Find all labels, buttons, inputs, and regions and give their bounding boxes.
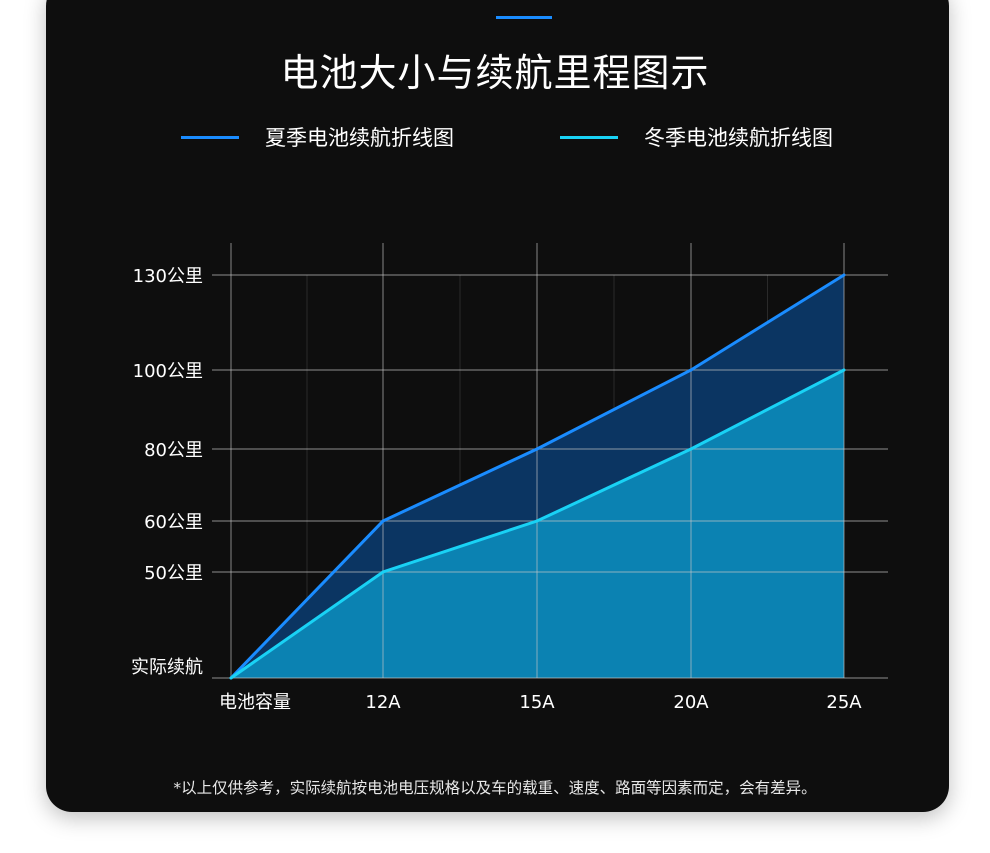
summer-point [842,273,846,277]
x-tick-label: 12A [365,692,401,713]
y-tick-label: 80公里 [144,440,203,461]
summer-point [689,368,693,372]
summer-point [381,519,385,523]
x-tick-label: 电池容量 [219,692,291,713]
accent-bar [496,16,552,19]
x-tick-label: 20A [673,692,709,713]
winter-point [689,447,693,451]
winter-point [842,368,846,372]
winter-point [381,570,385,574]
winter-point [229,676,233,680]
x-tick-label: 25A [826,692,862,713]
y-tick-label: 100公里 [133,361,203,382]
y-tick-label: 实际续航 [131,657,203,678]
y-tick-label: 50公里 [144,563,203,584]
footnote: *以上仅供参考，实际续航按电池电压规格以及车的载重、速度、路面等因素而定，会有差… [173,779,817,797]
legend-swatch-winter [560,135,618,139]
legend-label-winter: 冬季电池续航折线图 [644,126,833,150]
legend-swatch-summer [181,135,239,139]
legend-label-summer: 夏季电池续航折线图 [265,126,454,150]
x-tick-label: 15A [519,692,555,713]
y-tick-label: 60公里 [144,512,203,533]
legend-item-summer: 夏季电池续航折线图 [181,122,454,152]
winter-point [535,519,539,523]
chart-title: 电池大小与续航里程图示 [280,51,710,95]
y-tick-label: 130公里 [133,266,203,287]
summer-point [535,447,539,451]
legend-item-winter: 冬季电池续航折线图 [560,122,833,152]
